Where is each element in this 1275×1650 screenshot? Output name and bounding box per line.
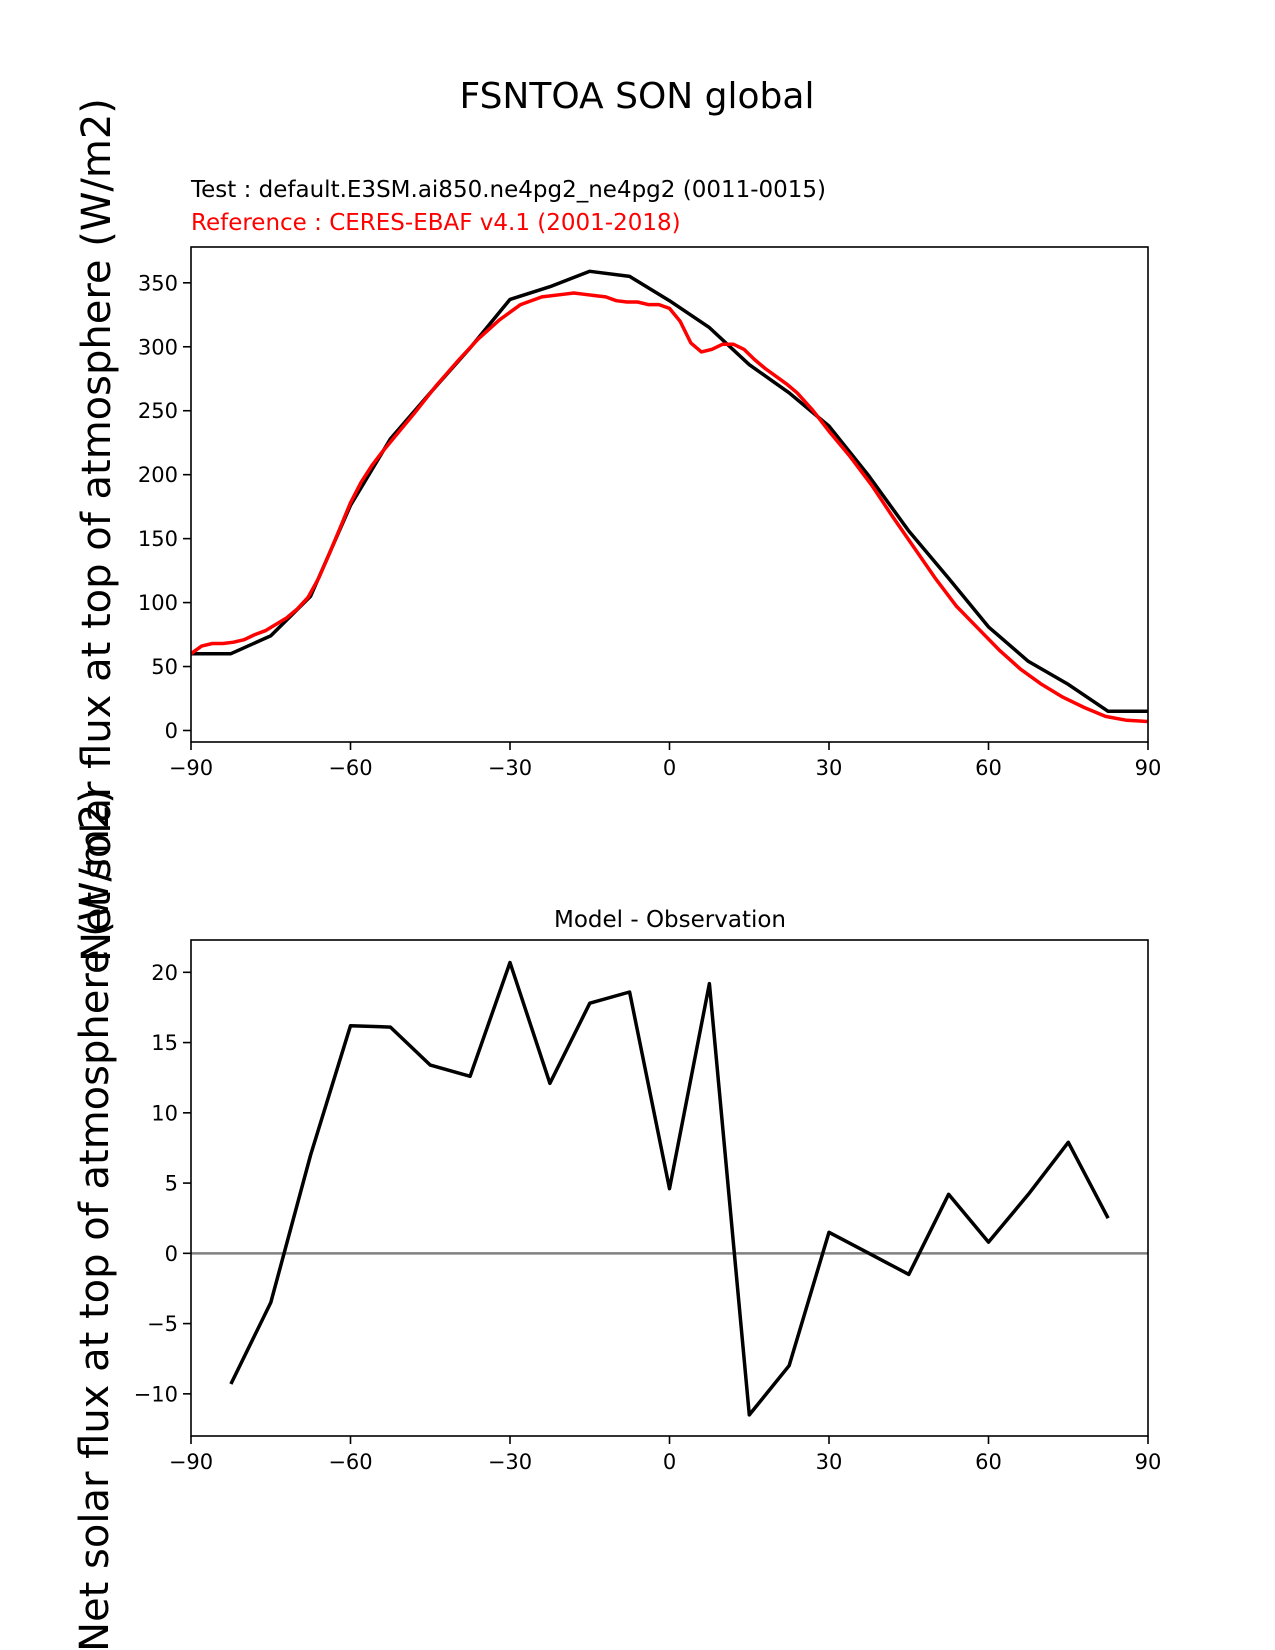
x-tick-label: 90 <box>1135 1450 1162 1474</box>
y-tick-label: 100 <box>138 591 178 615</box>
reference-label: Reference : CERES-EBAF v4.1 (2001-2018) <box>191 210 681 236</box>
y-tick-label: 15 <box>151 1031 178 1055</box>
y-tick-label: −5 <box>147 1312 178 1336</box>
y-tick-label: 150 <box>138 527 178 551</box>
y-tick-label: −10 <box>134 1382 178 1406</box>
plot-frame <box>190 246 1149 743</box>
x-tick-label: 60 <box>975 1450 1002 1474</box>
y-tick-label: 0 <box>165 1242 178 1266</box>
y-tick-label: 0 <box>165 719 178 743</box>
x-tick-label: 0 <box>663 1450 676 1474</box>
y-tick-label: 50 <box>151 655 178 679</box>
y-tick-label: 250 <box>138 399 178 423</box>
y-tick-label: 300 <box>138 335 178 359</box>
x-tick-label: −30 <box>488 1450 532 1474</box>
y-tick-label: 20 <box>151 961 178 985</box>
figure-title: FSNTOA SON global <box>460 76 815 117</box>
x-tick-label: 90 <box>1135 756 1162 780</box>
x-tick-label: 60 <box>975 756 1002 780</box>
diff-panel-title: Model - Observation <box>554 907 786 933</box>
x-tick-label: 30 <box>816 756 843 780</box>
difference-panel: −90 −60 −30 0 30 60 90 −10 −5 0 5 10 15 20 <box>134 939 1162 1474</box>
test-label: Test : default.E3SM.ai850.ne4pg2_ne4pg2 … <box>190 177 826 203</box>
series-line-1-0 <box>229 960 1110 1417</box>
x-tick-label: 30 <box>816 1450 843 1474</box>
x-tick-label: −60 <box>328 1450 372 1474</box>
y-tick-label: 350 <box>138 271 178 295</box>
series-line-0-1 <box>189 291 1149 724</box>
figure-ylabel-lower: Net solar flux at top of atmosphere (W/m… <box>72 788 118 1650</box>
x-tick-label: −30 <box>488 756 532 780</box>
series-line-0-0 <box>191 269 1148 714</box>
x-tick-label: −60 <box>328 756 372 780</box>
mean-panel: −90 −60 −30 0 30 60 90 0 50 100 150 200 250 300 350 <box>138 246 1162 780</box>
x-tick-label: −90 <box>169 1450 213 1474</box>
x-tick-label: 0 <box>663 756 676 780</box>
figure-ylabel: Net solar flux at top of atmosphere (W/m… <box>74 98 120 962</box>
y-tick-label: 10 <box>151 1101 178 1125</box>
y-tick-label: 5 <box>165 1172 178 1196</box>
y-tick-label: 200 <box>138 463 178 487</box>
x-tick-label: −90 <box>169 756 213 780</box>
